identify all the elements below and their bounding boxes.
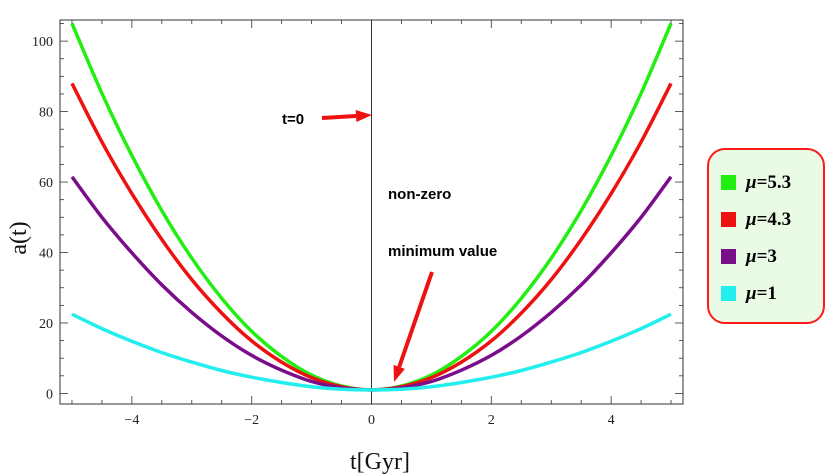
annotation-min-line2: minimum value [388,243,497,260]
legend-item-mu-3: μ=3 [721,238,823,275]
y-tick-label: 60 [39,176,53,191]
x-tick-label: −2 [244,413,259,428]
legend-item-mu-5-3: μ=5.3 [721,164,823,201]
y-axis-title: a(t) [6,221,32,254]
legend-swatch [721,286,736,301]
x-tick-label: 4 [608,413,615,428]
x-tick-label: 2 [488,413,495,428]
y-tick-label: 80 [39,106,53,121]
series-line-4 [71,312,672,392]
legend-swatch [721,175,736,190]
x-tick-label: −4 [124,413,139,428]
legend-label: μ=5.3 [746,171,792,193]
annotation-min-line1: non-zero [388,186,451,203]
annotation-t0-arrow [321,109,372,122]
y-tick-label: 40 [39,247,53,262]
legend-label: μ=3 [746,245,777,267]
y-tick-label: 0 [46,387,53,402]
legend-swatch [721,212,736,227]
x-axis-title: t[Gyr] [350,449,410,475]
y-tick-label: 20 [39,317,53,332]
legend-swatch [721,249,736,264]
legend-item-mu-4-3: μ=4.3 [721,201,823,238]
legend-label: μ=4.3 [746,208,792,230]
y-tick-label: 100 [32,35,53,50]
annotation-min-arrow [393,271,434,382]
legend-label: μ=1 [746,282,777,304]
x-tick-label: 0 [368,413,375,428]
legend-item-mu-1: μ=1 [721,275,823,312]
annotation-t0: t=0 [282,111,304,128]
legend: μ=5.3 μ=4.3 μ=3 μ=1 [707,148,825,324]
